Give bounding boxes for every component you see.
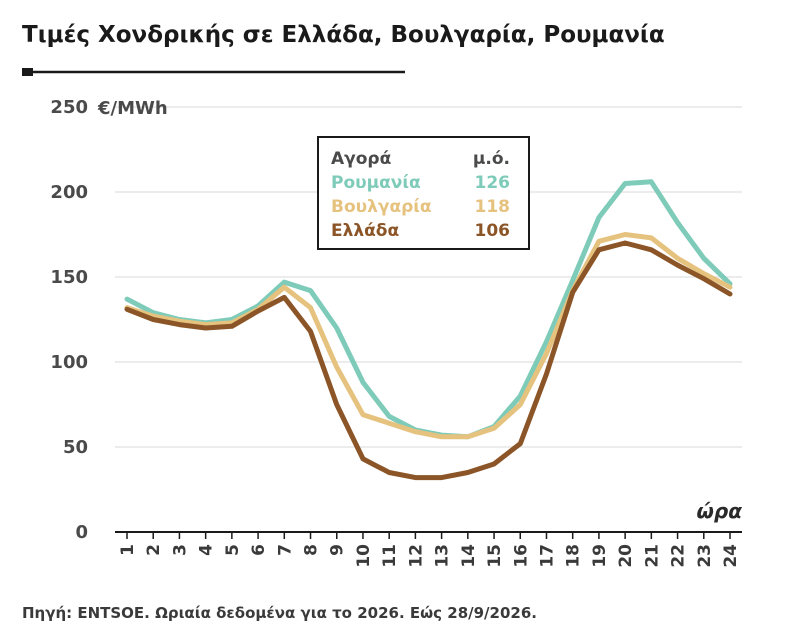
legend-entry-name: Ελλάδα <box>331 221 399 241</box>
series-line-2 <box>124 240 733 481</box>
x-tick-label: 1 <box>118 544 138 556</box>
x-tick-label: 7 <box>275 544 295 556</box>
y-axis-label: €/MWh <box>97 98 168 119</box>
legend-entries: Ρουμανία 126 Βουλγαρία 118 Ελλάδα 106 <box>331 173 510 241</box>
legend-header-avg: μ.ό. <box>473 149 510 169</box>
legend: Αγορά μ.ό. Ρουμανία 126 Βουλγαρία 118 Ελλάδα… <box>317 136 530 250</box>
series-line-1 <box>124 232 733 440</box>
x-tick-label: 18 <box>564 544 584 568</box>
x-tick-label: 23 <box>695 544 715 568</box>
x-tick-label: 12 <box>406 544 426 568</box>
x-tick-label: 20 <box>616 544 636 568</box>
x-tick-label: 11 <box>380 544 400 568</box>
x-tick-label: 22 <box>669 544 689 568</box>
series-lines <box>124 179 733 481</box>
legend-entry-name: Βουλγαρία <box>331 197 432 217</box>
x-tick-label: 15 <box>485 544 505 568</box>
legend-header-market: Αγορά <box>331 149 391 169</box>
legend-entry-avg: 118 <box>475 197 511 217</box>
source-note: Πηγή: ENTSOE. Ωριαία δεδομένα για το 202… <box>22 604 537 622</box>
y-tick-label: 0 <box>75 522 88 543</box>
x-tick-label: 21 <box>642 544 662 568</box>
x-tick-label: 14 <box>459 544 479 568</box>
y-tick-label: 200 <box>50 182 88 203</box>
y-axis-ticks: 0 50 100 150 200 250 <box>50 97 88 543</box>
x-tick-label: 19 <box>590 544 610 568</box>
y-tick-label: 250 <box>50 97 88 118</box>
x-tick-label: 8 <box>302 544 322 556</box>
x-tick-label: 13 <box>433 544 453 568</box>
x-tick-label: 5 <box>223 544 243 556</box>
x-tick-label: 16 <box>511 544 531 568</box>
chart-title: Τιμές Χονδρικής σε Ελλάδα, Βουλγαρία, Ρο… <box>22 22 665 48</box>
x-tick-label: 2 <box>144 544 164 556</box>
x-axis-label: ώρα <box>697 499 743 523</box>
legend-entry-avg: 126 <box>475 173 511 193</box>
x-tick-label: 17 <box>537 544 557 568</box>
x-tick-label: 4 <box>197 544 217 556</box>
y-tick-label: 100 <box>50 352 88 373</box>
x-tick-label: 9 <box>328 544 348 556</box>
x-tick-label: 6 <box>249 544 269 556</box>
gridlines <box>115 106 742 448</box>
x-tick-label: 24 <box>721 544 741 568</box>
y-tick-label: 150 <box>50 267 88 288</box>
x-axis-ticks: 1 2 3 4 5 6 7 8 9 10 11 12 13 14 15 16 17 18 19 20 21 22 23 24 <box>118 532 741 568</box>
x-tick-label: 10 <box>354 544 374 568</box>
legend-entry-avg: 106 <box>475 221 511 241</box>
legend-entry-name: Ρουμανία <box>331 173 421 193</box>
y-tick-label: 50 <box>63 437 88 458</box>
legend-box <box>317 136 530 250</box>
x-tick-label: 3 <box>170 544 190 556</box>
